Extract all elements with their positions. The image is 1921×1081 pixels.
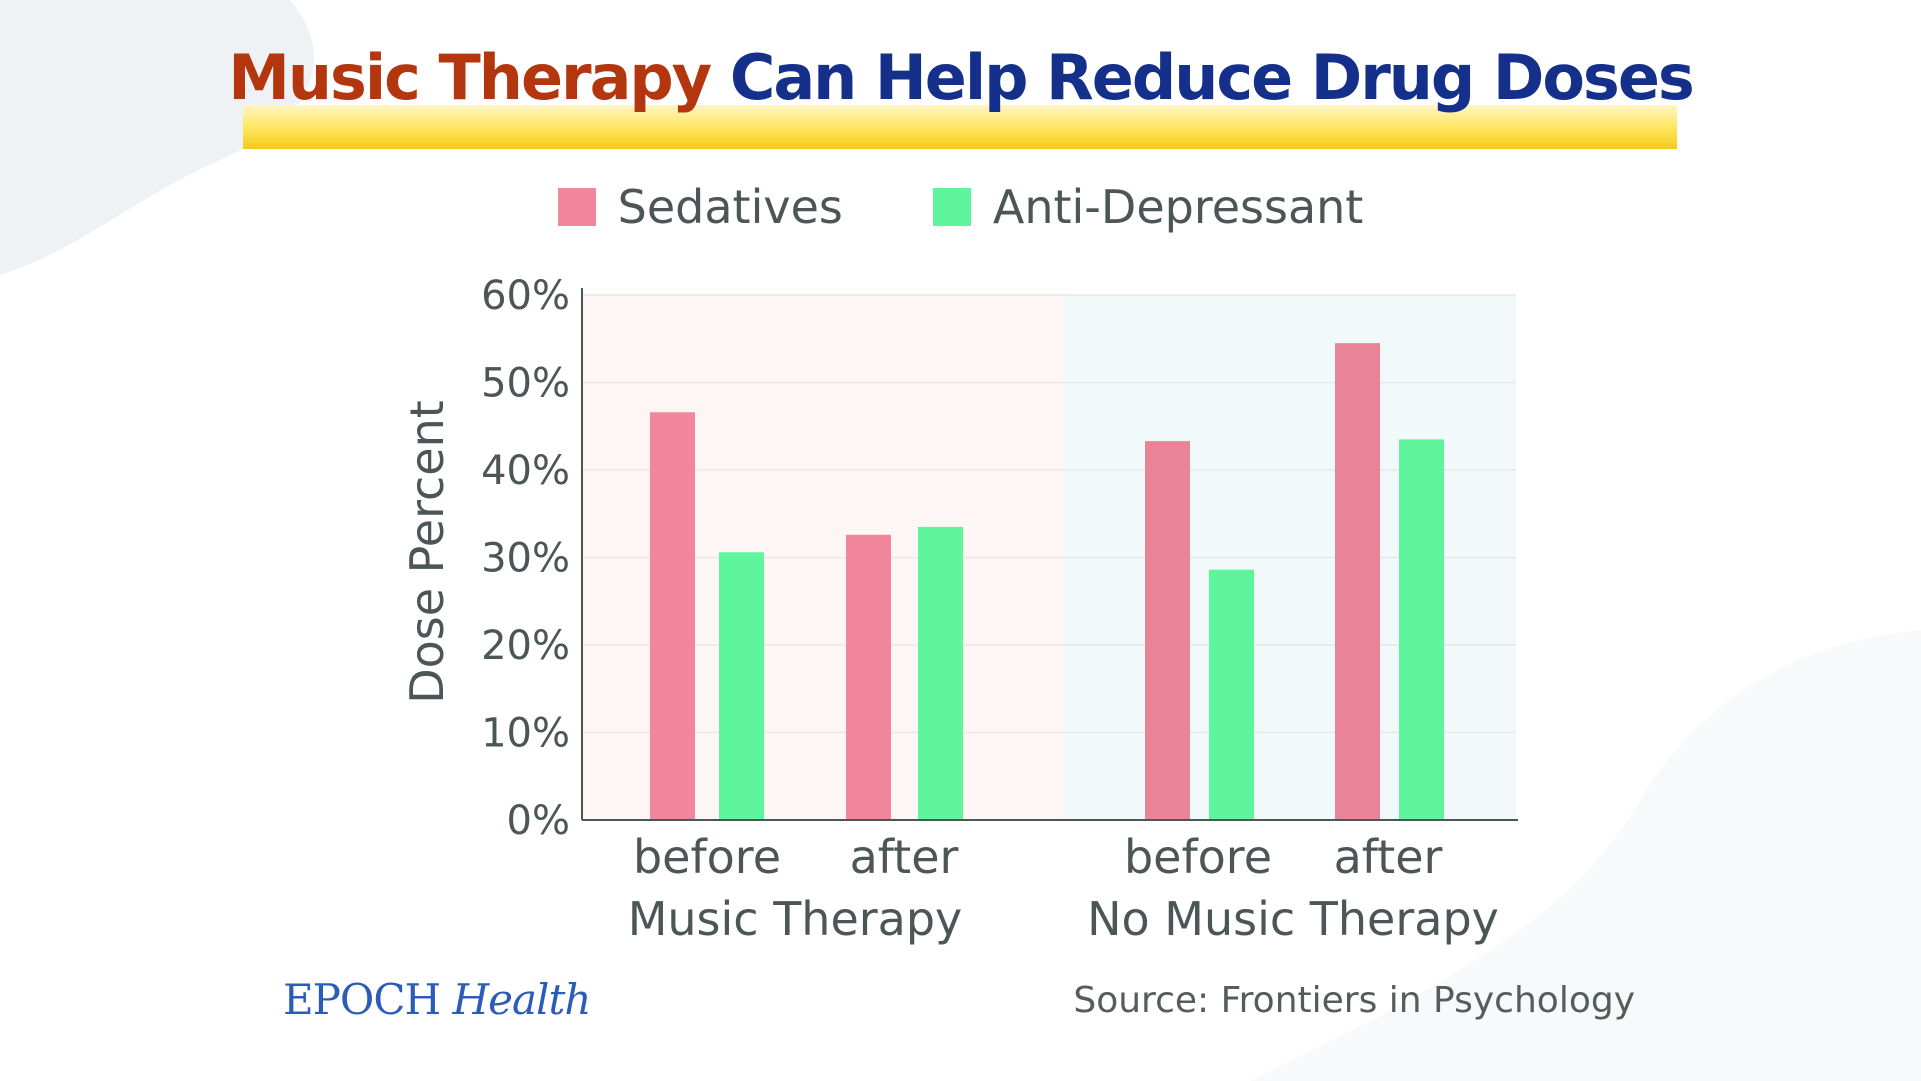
y-axis-label: Dose Percent bbox=[400, 400, 454, 704]
source-note: Source: Frontiers in Psychology bbox=[1073, 980, 1635, 1021]
group-label: No Music Therapy bbox=[1087, 892, 1499, 946]
background-blob-bottom-right bbox=[1250, 630, 1921, 1081]
y-tick-labels: 0% 10% 20% 30% 40% 50% 60% bbox=[481, 273, 570, 844]
y-tick-label: 20% bbox=[481, 623, 570, 669]
brand-logo: EPOCH Health bbox=[283, 975, 591, 1024]
title-highlight-bar bbox=[243, 105, 1677, 149]
y-tick-label: 40% bbox=[481, 448, 570, 494]
legend-item-sedatives: Sedatives bbox=[557, 180, 843, 234]
legend-label-sedatives: Sedatives bbox=[617, 180, 843, 234]
bar-anti-depressant-after bbox=[918, 526, 963, 820]
bar-sedatives-before bbox=[650, 412, 695, 820]
category-label: before bbox=[633, 830, 781, 884]
category-label: before bbox=[1124, 830, 1272, 884]
legend-swatch-sedatives bbox=[557, 188, 596, 226]
y-tick-label: 50% bbox=[481, 361, 570, 407]
category-labels: before after Music Therapy before after No Mu… bbox=[628, 830, 1499, 946]
y-tick-label: 10% bbox=[481, 711, 570, 757]
y-tick-label: 60% bbox=[481, 273, 570, 319]
bar-sedatives-after bbox=[1335, 343, 1380, 820]
bar-anti-depressant-before bbox=[719, 552, 764, 820]
legend-label-anti-depressant: Anti-Depressant bbox=[992, 180, 1364, 234]
bar-sedatives-before bbox=[1145, 441, 1190, 820]
brand-italic: Health bbox=[452, 975, 591, 1024]
title-part-music-therapy: Music Therapy bbox=[228, 41, 712, 114]
title-part-rest: Can Help Reduce Drug Doses bbox=[729, 41, 1695, 114]
y-tick-label: 0% bbox=[507, 798, 570, 844]
page-title: Music Therapy Can Help Reduce Drug Doses bbox=[0, 38, 1921, 118]
category-label: after bbox=[850, 830, 959, 884]
y-tick-label: 30% bbox=[481, 536, 570, 582]
bar-anti-depressant-after bbox=[1399, 439, 1444, 820]
legend-item-anti-depressant: Anti-Depressant bbox=[932, 180, 1364, 234]
category-label: after bbox=[1334, 830, 1443, 884]
chart-legend: Sedatives Anti-Depressant bbox=[0, 172, 1921, 242]
bars bbox=[650, 343, 1444, 820]
background-blob-top-left bbox=[0, 0, 315, 275]
group-label: Music Therapy bbox=[628, 892, 963, 946]
bar-sedatives-after bbox=[846, 534, 891, 820]
legend-swatch-anti-depressant bbox=[932, 188, 971, 226]
brand-main: EPOCH bbox=[283, 975, 441, 1024]
bar-anti-depressant-before bbox=[1209, 569, 1254, 820]
